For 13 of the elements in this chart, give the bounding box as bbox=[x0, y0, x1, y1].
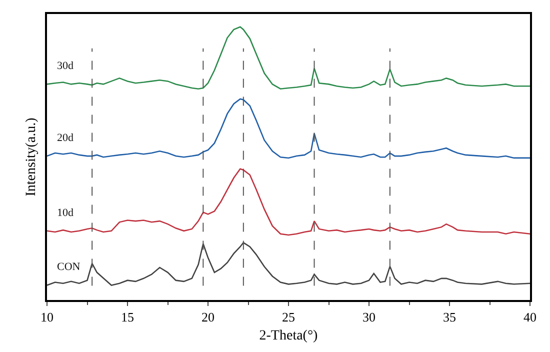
series-label: 10d bbox=[57, 207, 74, 219]
x-tick-label: 10 bbox=[40, 310, 54, 325]
x-tick-label: 25 bbox=[282, 310, 295, 325]
x-tick-label: 30 bbox=[362, 310, 376, 325]
x-tick-label: 20 bbox=[202, 310, 214, 325]
series-label: 30d bbox=[57, 60, 74, 72]
x-axis-title: 2-Theta(°) bbox=[259, 328, 318, 344]
series-label: 20d bbox=[57, 132, 74, 144]
series-label: CON bbox=[57, 261, 80, 273]
x-tick-label: 40 bbox=[524, 310, 536, 325]
x-tick-label: 15 bbox=[121, 310, 134, 325]
y-axis-title: Intensity(a.u.) bbox=[24, 117, 40, 196]
x-tick-label: 35 bbox=[443, 310, 456, 325]
